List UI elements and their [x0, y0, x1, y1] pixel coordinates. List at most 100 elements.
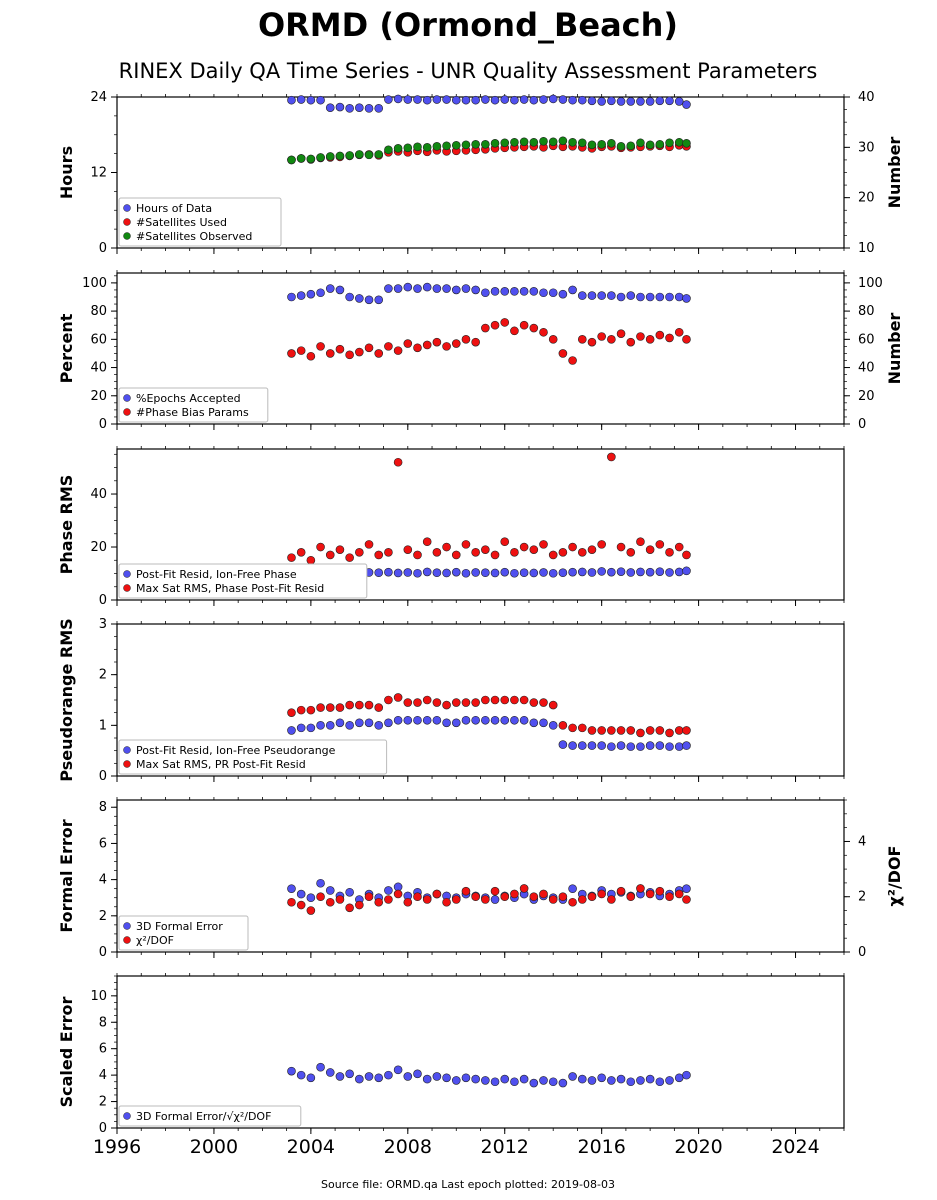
- data-point: [345, 903, 354, 913]
- data-point: [413, 715, 422, 725]
- data-point: [655, 726, 665, 735]
- data-point: [558, 95, 568, 104]
- data-point: [316, 153, 325, 162]
- data-point: [481, 715, 490, 725]
- plot-frame: [116, 975, 845, 1129]
- data-point: [674, 327, 684, 337]
- data-point: [471, 548, 480, 557]
- data-point: [665, 728, 674, 738]
- legend-label: Max Sat RMS, Phase Post-Fit Resid: [136, 582, 324, 595]
- data-point: [287, 726, 296, 735]
- data-point: [490, 95, 500, 105]
- series-1: [287, 282, 691, 305]
- data-point: [287, 1066, 296, 1076]
- data-point: [548, 721, 558, 730]
- data-point: [384, 284, 393, 293]
- data-point: [500, 95, 510, 104]
- y-tick-label: 10: [90, 989, 107, 1004]
- data-point: [442, 95, 451, 104]
- data-point: [577, 1074, 587, 1084]
- data-point: [616, 542, 626, 552]
- data-point: [500, 537, 510, 547]
- data-point: [422, 895, 432, 904]
- data-point: [636, 1076, 645, 1085]
- data-point: [374, 349, 384, 358]
- data-point: [345, 350, 354, 360]
- data-point: [607, 742, 616, 751]
- data-point: [558, 721, 568, 730]
- data-point: [577, 95, 587, 105]
- legend-label: Hours of Data: [136, 202, 212, 215]
- data-point: [413, 698, 422, 707]
- data-point: [335, 545, 345, 554]
- data-point: [539, 889, 548, 899]
- y-tick-label: 0: [99, 769, 107, 784]
- data-point: [636, 884, 645, 893]
- data-point: [587, 892, 597, 902]
- y-tick-label: 2: [99, 909, 107, 924]
- data-point: [655, 96, 665, 106]
- y-tick-label: 0: [99, 241, 107, 256]
- data-point: [577, 335, 587, 344]
- data-point: [665, 138, 674, 148]
- data-point: [432, 889, 442, 899]
- data-point: [682, 1070, 691, 1080]
- data-point: [374, 550, 384, 560]
- data-point: [548, 137, 558, 147]
- y-right-tick-label: 40: [858, 90, 875, 105]
- series-1: [287, 715, 691, 751]
- data-point: [296, 900, 306, 910]
- data-point: [500, 715, 510, 725]
- y-right-tick-label: 100: [858, 276, 883, 291]
- data-point: [597, 140, 606, 149]
- data-point: [626, 548, 636, 557]
- legend-box: [118, 197, 282, 247]
- x-tick-label: 1996: [93, 1136, 141, 1158]
- data-point: [461, 1073, 471, 1083]
- data-point: [335, 344, 345, 354]
- data-point: [607, 726, 616, 735]
- data-point: [519, 1074, 529, 1084]
- data-point: [529, 698, 539, 707]
- data-point: [490, 715, 500, 725]
- data-point: [364, 150, 374, 160]
- data-point: [481, 695, 490, 705]
- data-point: [335, 703, 345, 712]
- data-point: [682, 884, 691, 893]
- x-tick-label: 2012: [481, 1136, 529, 1158]
- data-point: [355, 718, 364, 728]
- data-point: [587, 337, 597, 347]
- data-point: [374, 703, 384, 712]
- data-point: [674, 889, 684, 899]
- series-3: [287, 136, 691, 165]
- data-point: [287, 884, 296, 893]
- data-point: [539, 698, 548, 707]
- data-point: [626, 892, 636, 902]
- data-point: [316, 95, 325, 105]
- data-point: [384, 1070, 393, 1080]
- data-point: [558, 289, 568, 299]
- data-point: [442, 141, 451, 151]
- data-point: [577, 723, 587, 733]
- data-point: [645, 140, 655, 150]
- data-point: [403, 282, 413, 292]
- legend-label: #Satellites Observed: [136, 230, 252, 243]
- y-tick-label: 12: [90, 166, 107, 181]
- data-point: [345, 700, 354, 710]
- data-point: [325, 897, 335, 907]
- data-point: [636, 292, 645, 302]
- data-point: [461, 335, 471, 344]
- data-point: [597, 726, 606, 735]
- data-point: [655, 741, 665, 750]
- data-point: [490, 886, 500, 896]
- data-point: [510, 95, 519, 105]
- data-point: [325, 103, 335, 112]
- legend: 3D Formal Error/√χ²/DOF: [118, 1105, 302, 1127]
- panel-4: 0 1 2 3 Pseudorange RMS Post-Fit Resid, Ion-F…: [57, 617, 845, 784]
- data-point: [442, 718, 451, 728]
- data-point: [471, 892, 480, 902]
- data-point: [616, 726, 626, 735]
- data-point: [510, 138, 519, 147]
- y-right-tick-label: 60: [858, 332, 875, 347]
- data-point: [422, 695, 432, 705]
